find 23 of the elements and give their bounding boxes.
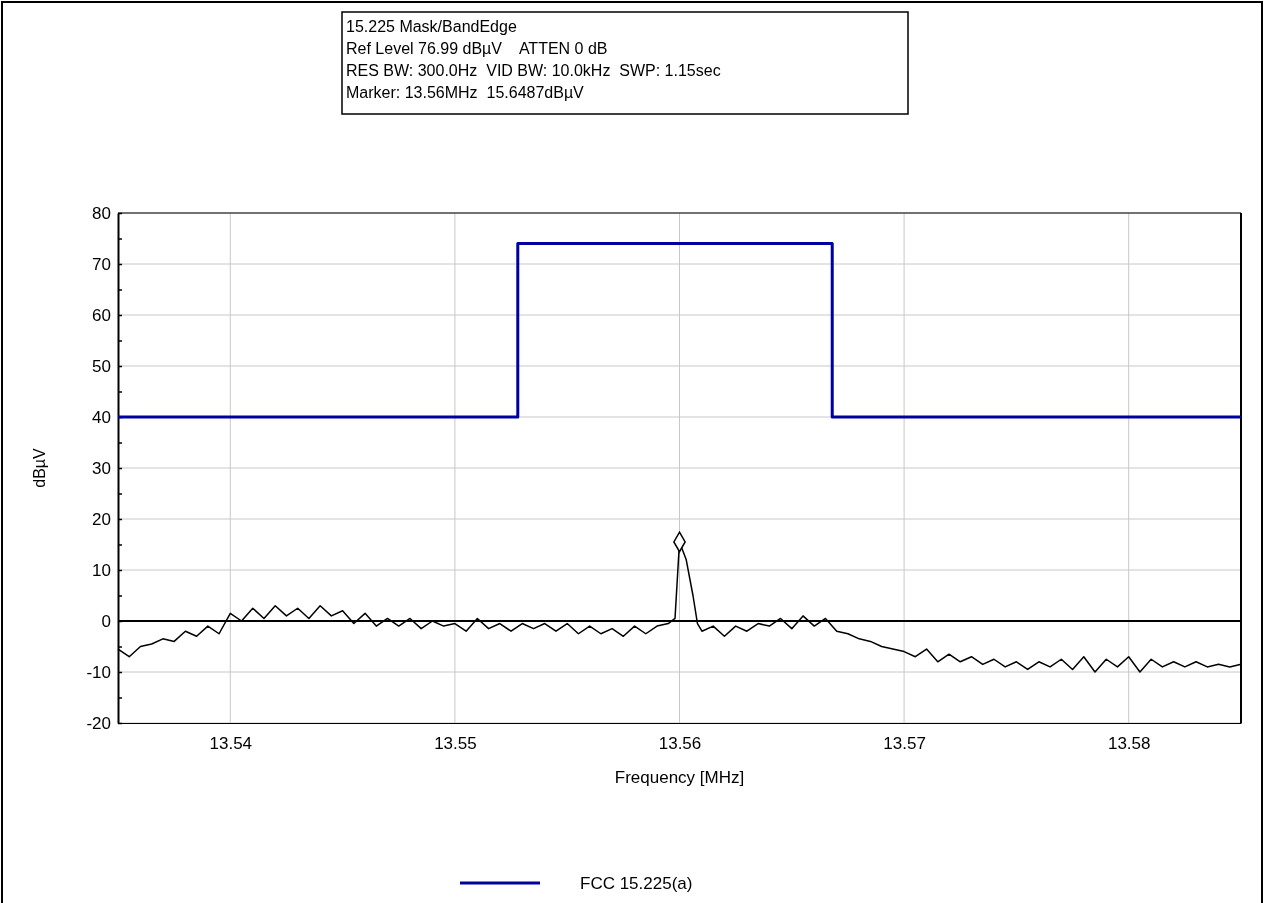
y-tick-label: 80 — [92, 203, 111, 223]
x-tick-label: 13.57 — [883, 734, 926, 754]
y-tick-label: 60 — [92, 305, 111, 325]
y-tick-label: 40 — [92, 407, 111, 427]
y-tick-label: -10 — [86, 662, 111, 682]
x-tick-label: 13.55 — [434, 734, 477, 754]
x-tick-label: 13.54 — [209, 734, 253, 754]
text: RES BW: 300.0Hz VID BW: 10.0kHz SWP: 1.15sec — [346, 62, 721, 79]
y-tick-label: 20 — [92, 509, 111, 529]
y-tick-label: -20 — [86, 713, 111, 733]
x-tick-label: 13.58 — [1107, 734, 1151, 754]
y-tick-label: 70 — [92, 254, 111, 274]
text: Ref Level 76.99 dBµV ATTEN 0 dB — [346, 40, 608, 57]
text: Marker: 13.56MHz 15.6487dBµV — [346, 84, 585, 101]
x-axis-title: Frequency [MHz] — [614, 768, 745, 787]
y-tick-label: 0 — [101, 611, 111, 631]
y-tick-label: 10 — [92, 560, 111, 580]
y-tick-label: 30 — [92, 458, 111, 478]
chart-title: 15.225 Mask/BandEdge — [346, 18, 517, 35]
y-axis-title: dBµV — [31, 447, 48, 488]
x-tick-label: 13.56 — [658, 734, 702, 754]
y-tick-label: 50 — [92, 356, 111, 376]
legend-label: FCC 15.225(a) — [580, 874, 693, 893]
